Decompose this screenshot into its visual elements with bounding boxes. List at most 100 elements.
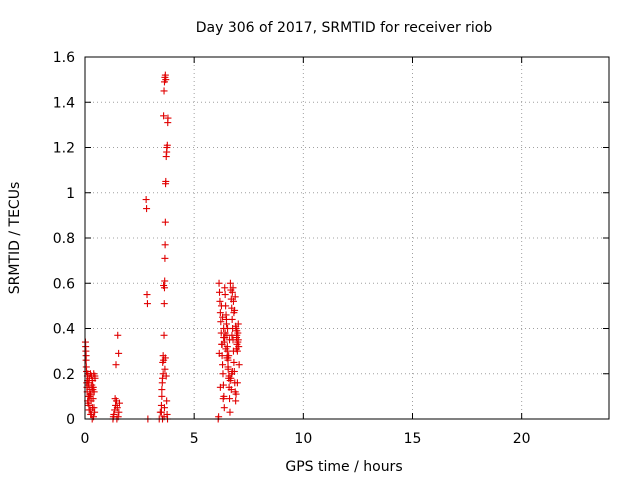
data-point [228, 370, 236, 378]
grid-lines [85, 57, 609, 419]
data-point [161, 241, 169, 249]
data-point [143, 291, 151, 299]
data-point [115, 349, 123, 357]
data-point [220, 404, 228, 412]
data-point [161, 354, 169, 362]
data-point [222, 315, 230, 323]
x-axis-label: GPS time / hours [285, 459, 402, 475]
data-point [160, 404, 168, 412]
data-point [115, 399, 123, 407]
data-point [215, 288, 223, 296]
data-point [159, 358, 167, 366]
data-point [232, 390, 240, 398]
data-point [158, 379, 166, 387]
data-point [228, 331, 236, 339]
data-point [82, 343, 90, 351]
data-point [162, 76, 170, 84]
data-point [219, 313, 227, 321]
data-point [82, 352, 90, 360]
data-point [224, 363, 232, 371]
axis-ticks [84, 56, 609, 420]
y-tick-label: 1.2 [53, 141, 75, 157]
data-point [224, 356, 232, 364]
y-tick-label: 1.4 [53, 95, 75, 111]
data-point [158, 392, 166, 400]
data-point [229, 297, 237, 305]
data-points [81, 71, 243, 423]
data-point [157, 408, 165, 416]
data-point [215, 279, 223, 287]
data-point [113, 404, 121, 412]
data-point [86, 390, 94, 398]
data-point [233, 379, 241, 387]
x-tick-label: 15 [404, 431, 422, 447]
data-point [163, 141, 171, 149]
data-point [230, 309, 238, 317]
data-point [161, 218, 169, 226]
data-point [226, 395, 234, 403]
data-point [162, 177, 170, 185]
data-point [221, 291, 229, 299]
data-point [87, 410, 95, 418]
data-point [215, 349, 223, 357]
data-point [160, 331, 168, 339]
data-point [160, 87, 168, 95]
y-tick-label: 0.4 [53, 322, 75, 338]
data-point [91, 372, 99, 380]
data-point [234, 338, 242, 346]
y-tick-label: 0.2 [53, 367, 75, 383]
data-point [161, 254, 169, 262]
y-tick-label: 1.6 [53, 50, 75, 66]
data-point [111, 395, 119, 403]
data-point [143, 300, 151, 308]
data-point [89, 383, 97, 391]
data-point [90, 404, 98, 412]
tick-labels: 0 0.2 0.4 0.6 0.8 1 1.2 1.4 1.6 0 5 10 15 20 [53, 50, 531, 447]
data-point [91, 408, 99, 416]
data-point [226, 279, 234, 287]
y-tick-label: 0.6 [53, 276, 75, 292]
plot-frame [84, 56, 610, 420]
data-point [112, 361, 120, 369]
data-point [217, 318, 225, 326]
data-point [227, 386, 235, 394]
data-point [85, 406, 93, 414]
x-tick-label: 20 [513, 431, 531, 447]
data-point [216, 383, 224, 391]
data-point [234, 320, 242, 328]
data-point [160, 112, 168, 120]
data-point [220, 338, 228, 346]
data-point [219, 395, 227, 403]
data-point [227, 374, 235, 382]
data-point [229, 284, 237, 292]
chart-title: Day 306 of 2017, SRMTID for receiver rio… [196, 20, 493, 36]
y-axis-label: SRMTID / TECUs [7, 182, 23, 295]
data-point [225, 352, 233, 360]
y-tick-label: 1 [66, 186, 75, 202]
data-point [219, 361, 227, 369]
data-point [115, 408, 123, 416]
y-tick-label: 0.8 [53, 231, 75, 247]
data-point [221, 284, 229, 292]
data-point [233, 327, 241, 335]
data-point [228, 288, 236, 296]
data-point [226, 336, 234, 344]
data-point [217, 302, 225, 310]
data-point [224, 325, 232, 332]
data-point [158, 386, 166, 394]
data-point [230, 358, 238, 366]
data-point [87, 397, 95, 405]
data-point [232, 345, 240, 353]
data-point [160, 282, 168, 290]
x-tick-label: 5 [190, 431, 199, 447]
data-point [219, 370, 227, 378]
data-point [163, 397, 171, 405]
data-point [161, 277, 169, 285]
data-point [216, 297, 224, 305]
x-tick-label: 0 [81, 431, 90, 447]
y-tick-label: 0 [66, 412, 75, 428]
data-point [223, 347, 231, 355]
data-point [235, 361, 243, 369]
data-point [226, 408, 234, 416]
